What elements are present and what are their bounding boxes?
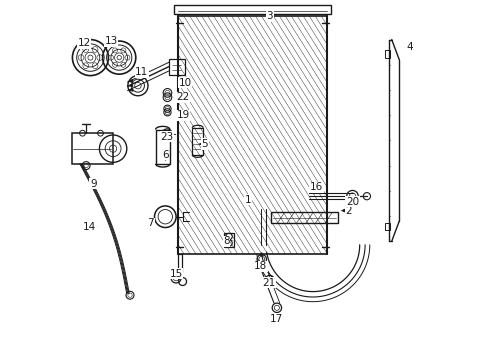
Text: 22: 22 bbox=[176, 92, 189, 102]
Text: 3: 3 bbox=[266, 11, 272, 21]
Bar bbox=[178, 16, 326, 254]
Bar bbox=[155, 130, 170, 164]
Text: 14: 14 bbox=[83, 222, 96, 232]
Text: 9: 9 bbox=[90, 179, 97, 189]
Text: 12: 12 bbox=[78, 38, 91, 48]
Text: 11: 11 bbox=[135, 67, 148, 77]
Text: 23: 23 bbox=[160, 132, 173, 142]
Text: 16: 16 bbox=[309, 182, 323, 192]
Text: 6: 6 bbox=[162, 150, 168, 160]
Text: 2: 2 bbox=[345, 206, 351, 216]
Text: 1: 1 bbox=[244, 195, 251, 205]
Text: 15: 15 bbox=[169, 269, 183, 279]
Text: 13: 13 bbox=[104, 36, 118, 46]
Text: 18: 18 bbox=[254, 261, 267, 271]
Text: 21: 21 bbox=[262, 278, 275, 288]
Bar bbox=[192, 128, 203, 155]
Bar bbox=[384, 223, 389, 230]
Text: 4: 4 bbox=[406, 42, 412, 52]
Text: 7: 7 bbox=[147, 218, 154, 228]
Bar bbox=[224, 233, 234, 247]
Text: 8: 8 bbox=[223, 236, 229, 246]
Bar bbox=[174, 5, 330, 14]
Text: 20: 20 bbox=[345, 197, 358, 207]
Text: 17: 17 bbox=[270, 314, 283, 324]
Bar bbox=[178, 254, 182, 272]
Bar bbox=[168, 59, 185, 75]
Bar bbox=[72, 133, 113, 164]
Text: 5: 5 bbox=[201, 139, 208, 149]
Text: 10: 10 bbox=[178, 78, 191, 88]
Bar bbox=[271, 212, 337, 223]
Text: 19: 19 bbox=[176, 110, 189, 120]
Bar bbox=[384, 50, 389, 58]
